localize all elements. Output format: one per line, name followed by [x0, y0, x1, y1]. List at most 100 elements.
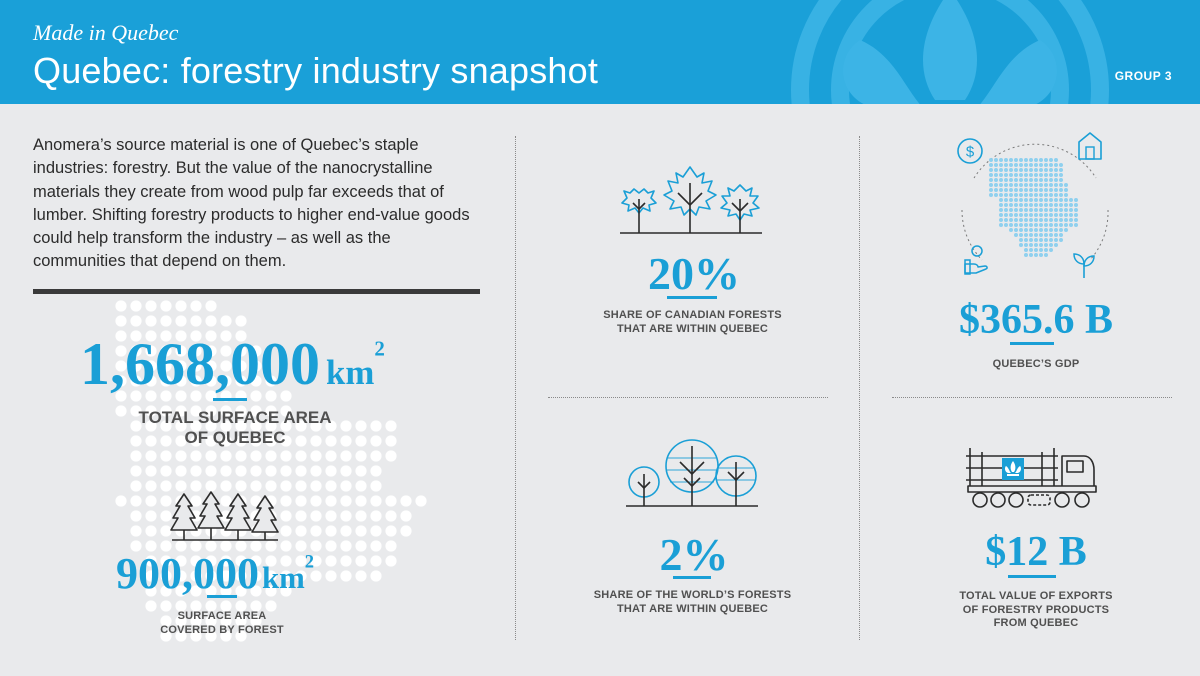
map-dot	[325, 495, 337, 507]
map-dot	[340, 495, 352, 507]
map-dot	[235, 615, 247, 627]
quebec-map-dot	[994, 183, 998, 187]
map-dot	[160, 495, 172, 507]
map-dot	[235, 630, 247, 642]
quebec-map-dot	[1034, 253, 1038, 257]
quebec-map-dot	[1019, 203, 1023, 207]
map-dot	[235, 480, 247, 492]
quebec-map-icon	[961, 143, 1109, 261]
map-dot	[205, 330, 217, 342]
quebec-map-dot	[1024, 248, 1028, 252]
page-title: Quebec: forestry industry snapshot	[33, 50, 599, 91]
map-dot	[235, 405, 247, 417]
map-dot	[280, 555, 292, 567]
map-dot	[295, 555, 307, 567]
map-dot	[160, 420, 172, 432]
map-dot	[325, 480, 337, 492]
quebec-map-dot	[1064, 208, 1068, 212]
map-dot	[280, 495, 292, 507]
quebec-map-dot	[1009, 213, 1013, 217]
map-dot	[355, 435, 367, 447]
quebec-map-dot	[999, 223, 1003, 227]
map-dot	[385, 495, 397, 507]
quebec-map-dot	[1054, 173, 1058, 177]
quebec-map-dot	[1014, 168, 1018, 172]
map-dot	[220, 570, 232, 582]
map-dot	[295, 420, 307, 432]
map-dot	[175, 300, 187, 312]
gdp-value: $365.6 B	[958, 297, 1113, 343]
quebec-map-dot	[1029, 163, 1033, 167]
quebec-map-dot	[1019, 163, 1023, 167]
surface-area-unit: km	[326, 353, 375, 392]
quebec-map-dot	[1074, 198, 1078, 202]
map-dot	[130, 360, 142, 372]
map-dot	[190, 360, 202, 372]
quebec-map-dot	[1049, 168, 1053, 172]
map-dot	[220, 360, 232, 372]
map-dot	[295, 570, 307, 582]
map-dot	[280, 480, 292, 492]
header-kicker: Made in Quebec	[33, 20, 179, 45]
map-dot	[145, 450, 157, 462]
map-dot	[145, 540, 157, 552]
map-dot	[130, 375, 142, 387]
quebec-map-dot	[1069, 223, 1073, 227]
quebec-map-dot	[1054, 183, 1058, 187]
group-label: GROUP 3	[1114, 69, 1172, 83]
quebec-map-dot	[1029, 178, 1033, 182]
quebec-map-dot	[1004, 203, 1008, 207]
map-dot	[385, 555, 397, 567]
quebec-map-dot	[1044, 178, 1048, 182]
map-dot	[175, 600, 187, 612]
map-dot	[175, 540, 187, 552]
map-dot	[295, 480, 307, 492]
quebec-map-dot	[1054, 223, 1058, 227]
map-dot	[190, 555, 202, 567]
quebec-map-dot	[1049, 193, 1053, 197]
quebec-map-dot	[1034, 178, 1038, 182]
map-dot	[115, 345, 127, 357]
map-dot	[280, 390, 292, 402]
map-dot	[355, 540, 367, 552]
map-dot	[190, 540, 202, 552]
canadian-share-value: 20%	[648, 248, 740, 299]
map-dot	[160, 300, 172, 312]
quebec-map-dot	[1024, 188, 1028, 192]
quebec-map-dot	[1069, 203, 1073, 207]
map-dot	[175, 555, 187, 567]
quebec-map-dot	[1054, 178, 1058, 182]
map-dot	[385, 450, 397, 462]
world-share-label-line2: THAT ARE WITHIN QUEBEC	[616, 602, 769, 615]
quebec-map-dot	[1004, 213, 1008, 217]
gdp-label-line1: QUEBEC’S GDP	[992, 358, 1080, 370]
map-dot	[205, 480, 217, 492]
quebec-map-dot	[1024, 228, 1028, 232]
map-dot	[175, 615, 187, 627]
quebec-map-dot	[1004, 163, 1008, 167]
quebec-map-dot	[1034, 198, 1038, 202]
surface-area-value: 1,668,000 km2	[80, 330, 385, 399]
quebec-map-dot	[1039, 218, 1043, 222]
quebec-map-dot	[1044, 248, 1048, 252]
map-dot	[205, 585, 217, 597]
quebec-map-dot	[1049, 243, 1053, 247]
map-dot	[370, 555, 382, 567]
sprout-icon	[1073, 253, 1095, 278]
map-dot	[145, 555, 157, 567]
quebec-map-dot	[1039, 213, 1043, 217]
map-dot	[220, 330, 232, 342]
map-dot	[280, 510, 292, 522]
map-dot	[250, 615, 262, 627]
quebec-map-dot	[1054, 218, 1058, 222]
quebec-map-dot	[1039, 228, 1043, 232]
quebec-map-dot	[1004, 193, 1008, 197]
map-dot	[160, 390, 172, 402]
quebec-map-dot	[1029, 218, 1033, 222]
map-dot	[340, 540, 352, 552]
map-dot	[130, 300, 142, 312]
map-dot	[190, 615, 202, 627]
map-dot	[235, 570, 247, 582]
quebec-map-dot	[1039, 193, 1043, 197]
house-icon	[1078, 132, 1102, 160]
